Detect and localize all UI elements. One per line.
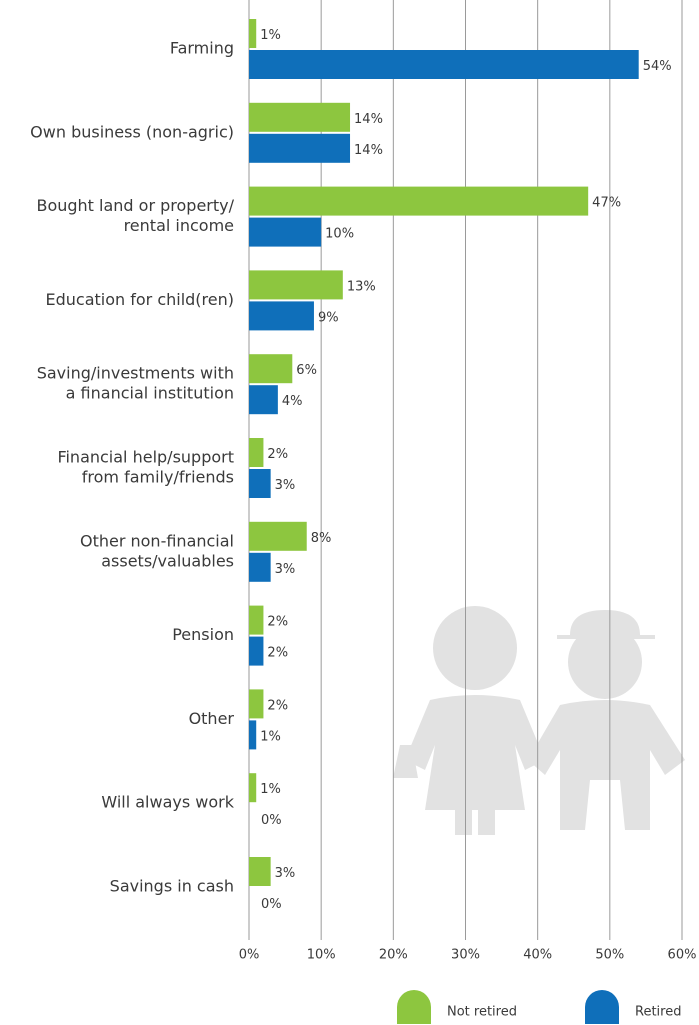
value-label: 2% (267, 698, 288, 713)
value-label: 10% (325, 227, 354, 242)
value-label: 2% (267, 646, 288, 661)
value-label: 6% (296, 363, 317, 378)
value-label: 3% (275, 478, 296, 493)
value-label: 3% (275, 562, 296, 577)
category-label: Other (189, 709, 235, 728)
bar (249, 19, 257, 48)
bar (249, 102, 351, 132)
category-label: from family/friends (82, 468, 234, 487)
x-tick-label: 20% (379, 948, 408, 963)
category-label: Will always work (101, 793, 234, 812)
bar (249, 605, 264, 635)
legend-label: Not retired (447, 1005, 517, 1020)
category-label: Savings in cash (110, 877, 234, 896)
x-tick-label: 40% (523, 948, 552, 963)
category-label: Own business (non-agric) (30, 122, 234, 141)
value-label: 13% (347, 279, 376, 294)
value-label: 2% (267, 615, 288, 630)
bar (249, 552, 271, 582)
value-label: 2% (267, 447, 288, 462)
value-label: 14% (354, 112, 383, 127)
x-tick-label: 50% (595, 948, 624, 963)
category-label: Saving/investments with (37, 364, 234, 383)
bar (249, 301, 314, 331)
legend-swatch (397, 990, 431, 1024)
category-label: Education for child(ren) (45, 290, 234, 309)
value-label: 47% (592, 196, 621, 211)
category-label: Pension (172, 625, 234, 644)
value-label: 9% (318, 310, 339, 325)
bar (249, 469, 271, 498)
category-label: assets/valuables (101, 551, 234, 570)
category-label: a financial institution (66, 384, 234, 403)
x-tick-label: 0% (239, 948, 260, 963)
value-label: 1% (260, 782, 281, 797)
value-label: 1% (260, 729, 281, 744)
bar (249, 773, 257, 803)
bar (249, 385, 278, 415)
bar (249, 689, 264, 719)
value-label: 0% (261, 813, 282, 828)
bar (249, 636, 264, 666)
category-label: Other non-financial (80, 531, 234, 550)
category-label: Bought land or property/ (36, 196, 234, 215)
bar (249, 857, 271, 886)
bar (249, 133, 351, 163)
bar (249, 354, 293, 384)
legend-swatch (585, 990, 619, 1024)
category-label: Financial help/support (57, 448, 234, 467)
x-tick-label: 10% (307, 948, 336, 963)
bar (249, 50, 639, 79)
value-label: 0% (261, 897, 282, 912)
bar (249, 186, 589, 216)
category-label: rental income (124, 216, 234, 235)
value-label: 14% (354, 143, 383, 158)
bar (249, 521, 307, 551)
bar (249, 720, 257, 750)
value-label: 1% (260, 28, 281, 43)
x-tick-label: 30% (451, 948, 480, 963)
bar (249, 217, 322, 247)
legend-label: Retired (635, 1005, 681, 1020)
value-label: 8% (311, 531, 332, 546)
x-tick-label: 60% (668, 948, 697, 963)
category-label: Farming (170, 39, 234, 58)
value-label: 3% (275, 866, 296, 881)
bar (249, 270, 343, 300)
value-label: 4% (282, 394, 303, 409)
people-silhouette (393, 606, 685, 835)
value-label: 54% (643, 59, 672, 74)
bar (249, 438, 264, 467)
